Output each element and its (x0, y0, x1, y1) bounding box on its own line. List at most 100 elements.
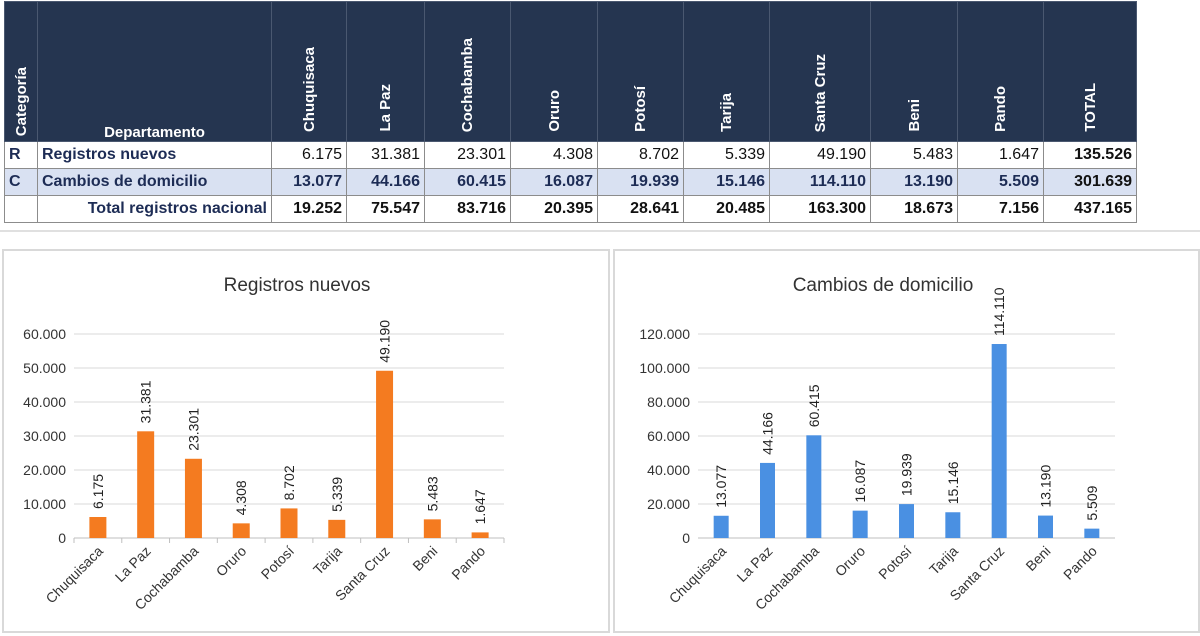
y-tick-label: 60.000 (23, 326, 66, 342)
y-tick-label: 100.000 (639, 360, 690, 376)
cell-value: 1.647 (957, 141, 1044, 169)
bar-oruro (852, 510, 868, 538)
data-label: 23.301 (185, 408, 201, 451)
bar-beni (1038, 515, 1053, 538)
y-tick-label: 20.000 (647, 496, 690, 512)
header-oruro: Oruro (510, 1, 598, 142)
cell-value: 75.547 (346, 195, 425, 223)
y-tick-label: 40.000 (647, 462, 690, 478)
data-label: 49.190 (377, 320, 393, 363)
cell-value: 13.190 (870, 168, 958, 196)
data-label: 4.308 (233, 480, 249, 515)
header-chuquisaca: Chuquisaca (271, 1, 347, 142)
x-tick-label: Potosí (875, 543, 914, 582)
data-label: 5.339 (329, 477, 345, 512)
bar-la-paz (760, 462, 775, 538)
bar-potosí (899, 504, 914, 538)
cell-value: 31.381 (346, 141, 425, 169)
x-tick-label: Pando (1060, 543, 1100, 583)
bar-beni (423, 519, 441, 538)
header-cochabamba: Cochabamba (424, 1, 511, 142)
cell-value: 5.509 (957, 168, 1044, 196)
x-tick-label: Tarija (310, 543, 345, 578)
y-tick-label: 0 (58, 530, 66, 546)
chart-svg-registros-nuevos: Registros nuevos 0 10.000 20.000 30.000 40.00… (23, 275, 505, 613)
cell-value: 19.252 (271, 195, 347, 223)
y-tick-label: 10.000 (23, 496, 66, 512)
cell-total: 437.165 (1043, 195, 1137, 223)
bar-chuquisaca (713, 515, 729, 538)
table-row-total-nacional: Total registros nacional 19.252 75.547 8… (4, 195, 1137, 223)
row-label: Total registros nacional (37, 195, 272, 223)
header-category: Categoría (4, 1, 38, 142)
data-label: 13.077 (713, 465, 729, 508)
chart-registros-nuevos: Registros nuevos 0 10.000 20.000 30.000 40.00… (2, 249, 610, 633)
chart-title: Registros nuevos (224, 275, 371, 296)
data-label: 16.087 (852, 460, 868, 503)
x-tick-label: La Paz (112, 543, 154, 585)
cell-value: 20.395 (510, 195, 598, 223)
row-code (4, 195, 38, 223)
header-pando: Pando (957, 1, 1044, 142)
cell-value: 13.077 (271, 168, 347, 196)
y-tick-label: 20.000 (23, 462, 66, 478)
y-tick-label: 0 (682, 530, 690, 546)
data-label: 13.190 (1038, 465, 1054, 508)
cell-value: 5.339 (683, 141, 770, 169)
row-label: Registros nuevos (37, 141, 272, 169)
data-label: 44.166 (760, 412, 776, 455)
cell-total: 135.526 (1043, 141, 1137, 169)
chart-svg-cambios-domicilio: Cambios de domicilio 0 20.000 40.000 60.000 8… (639, 275, 1115, 613)
cell-value: 15.146 (683, 168, 770, 196)
data-label: 5.509 (1084, 485, 1100, 520)
y-tick-label: 60.000 (647, 428, 690, 444)
row-code: C (4, 168, 38, 196)
x-tick-label: La Paz (733, 543, 775, 585)
data-label: 15.146 (945, 461, 961, 504)
row-code: R (4, 141, 38, 169)
cell-value: 28.641 (597, 195, 684, 223)
cell-value: 23.301 (424, 141, 511, 169)
cell-value: 83.716 (424, 195, 511, 223)
cell-value: 6.175 (271, 141, 347, 169)
cell-value: 8.702 (597, 141, 684, 169)
x-tick-label: Potosí (258, 543, 297, 582)
y-tick-label: 30.000 (23, 428, 66, 444)
y-tick-label: 80.000 (647, 394, 690, 410)
cell-value: 49.190 (769, 141, 871, 169)
x-tick-label: Pando (448, 543, 488, 583)
bar-pando (471, 532, 489, 538)
x-tick-label: Oruro (832, 543, 869, 580)
cell-value: 44.166 (346, 168, 425, 196)
cell-value: 4.308 (510, 141, 598, 169)
header-department: Departamento (37, 1, 272, 142)
x-tick-label: Oruro (213, 543, 250, 580)
bar-pando (1084, 528, 1100, 538)
y-tick-label: 40.000 (23, 394, 66, 410)
bar-chuquisaca (89, 517, 107, 538)
bar-potosí (280, 508, 298, 538)
y-tick-label: 50.000 (23, 360, 66, 376)
divider (0, 230, 1200, 232)
data-label: 19.939 (899, 453, 915, 496)
header-la-paz: La Paz (346, 1, 425, 142)
header-potosi: Potosí (597, 1, 684, 142)
bar-cochabamba (806, 435, 822, 538)
data-label: 1.647 (472, 489, 488, 524)
x-tick-label: Beni (409, 543, 440, 574)
x-tick-label: Tarija (926, 543, 961, 578)
bar-tarija (328, 519, 346, 538)
bar-santa-cruz (376, 370, 394, 538)
row-label: Cambios de domicilio (37, 168, 272, 196)
cell-value: 163.300 (769, 195, 871, 223)
x-tick-label: Chuquisaca (42, 543, 106, 607)
data-label: 6.175 (90, 474, 106, 509)
y-tick-label: 120.000 (639, 326, 690, 342)
cell-value: 18.673 (870, 195, 958, 223)
header-santa-cruz: Santa Cruz (769, 1, 871, 142)
bar-oruro (232, 523, 250, 538)
data-label: 60.415 (806, 384, 822, 427)
cell-value: 16.087 (510, 168, 598, 196)
cell-value: 19.939 (597, 168, 684, 196)
cell-value: 5.483 (870, 141, 958, 169)
